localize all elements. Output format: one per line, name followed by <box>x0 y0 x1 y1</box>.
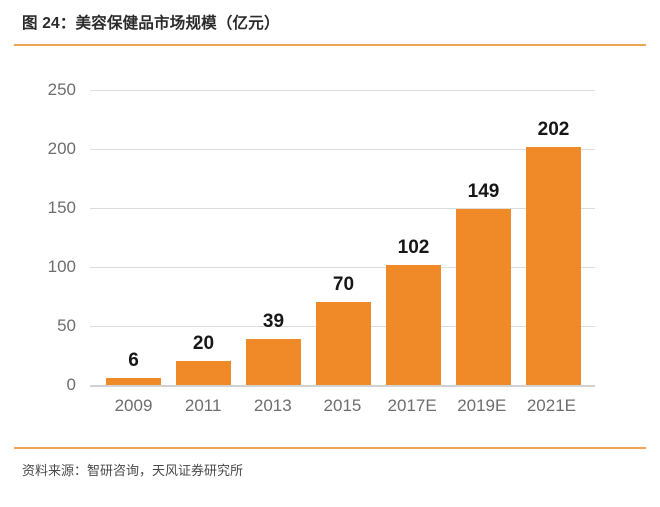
y-axis-tick-label: 0 <box>66 375 76 394</box>
title-divider <box>14 44 646 46</box>
bar-column: 20 <box>176 90 231 385</box>
bar-value-label: 20 <box>192 333 215 355</box>
bar-value-label: 202 <box>537 118 570 140</box>
bar[interactable] <box>316 302 371 385</box>
bar-column: 39 <box>246 90 301 385</box>
x-axis-tick-label: 2009 <box>114 396 153 415</box>
bar-value-label: 39 <box>262 310 285 332</box>
x-axis-tick-label: 2021E <box>526 396 577 415</box>
gridline: 150 <box>48 198 595 217</box>
bar-value-label: 70 <box>332 274 355 296</box>
y-axis-tick-label: 50 <box>57 316 76 335</box>
gridline: 100 <box>48 257 595 276</box>
bar-column: 202 <box>526 90 581 385</box>
gridline: 250 <box>48 80 595 99</box>
x-axis-tick-label: 2011 <box>184 396 222 415</box>
footer-divider <box>14 447 646 449</box>
bar[interactable] <box>386 264 441 385</box>
y-axis-tick-label: 250 <box>47 80 76 99</box>
bar[interactable] <box>526 146 581 385</box>
bar-column: 70 <box>316 90 371 385</box>
bar-column: 102 <box>386 90 441 385</box>
y-axis-tick-label: 150 <box>47 198 76 217</box>
bar-value-label: 6 <box>128 349 139 371</box>
bar[interactable] <box>456 209 511 385</box>
y-axis-tick-label: 100 <box>47 257 76 276</box>
x-axis-baseline: 0 <box>67 375 595 394</box>
x-axis-tick-label: 2013 <box>253 396 292 415</box>
bar-column: 149 <box>456 90 511 385</box>
y-axis-tick-label: 200 <box>47 139 76 158</box>
source-note: 资料来源：智研咨询，天风证券研究所 <box>22 463 244 478</box>
x-axis-labels: 2009 2011 2013 2015 2017E 2019E 2021E <box>106 396 579 416</box>
bar-value-label: 102 <box>397 236 430 258</box>
page-title: 图 24：美容保健品市场规模（亿元） <box>22 15 280 32</box>
bar[interactable] <box>246 338 301 385</box>
x-axis-tick-label: 2019E <box>457 396 507 415</box>
x-axis-tick-label: 2017E <box>387 396 437 415</box>
gridline: 200 <box>48 139 595 158</box>
x-axis-tick-label: 2015 <box>323 396 362 415</box>
bar-column: 6 <box>106 90 161 385</box>
bar[interactable] <box>176 361 231 385</box>
bar-value-label: 149 <box>467 181 500 203</box>
chart-plot-area: 250 200 150 100 50 0 6 20 39 70 102 149 202 <box>48 80 595 394</box>
bar-group: 6 20 39 70 102 149 202 <box>106 90 581 385</box>
bar[interactable] <box>106 377 161 385</box>
figure-title-bar: 图 24：美容保健品市场规模（亿元） <box>0 0 660 44</box>
